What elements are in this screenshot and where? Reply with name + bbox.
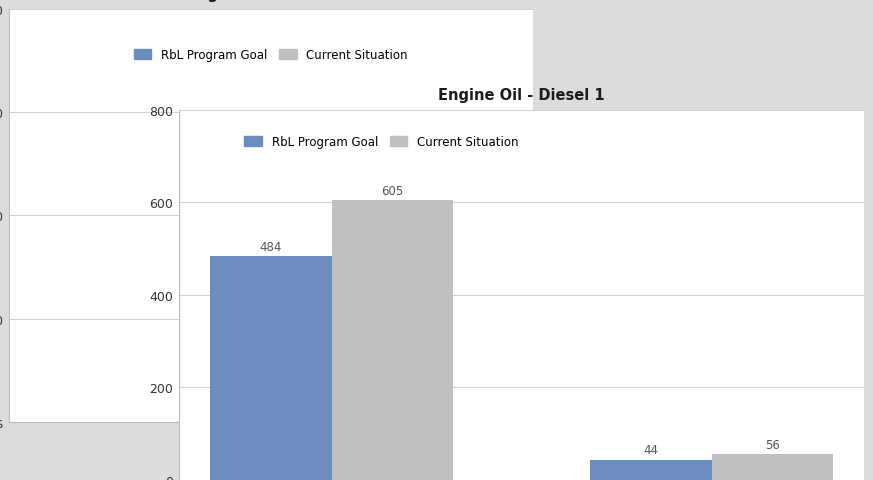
Bar	[711, 454, 833, 480]
Title: Engine Oil - Diesel 1: Engine Oil - Diesel 1	[188, 0, 354, 1]
Bar	[590, 460, 711, 480]
Text: 56: 56	[765, 438, 780, 451]
Text: 484: 484	[259, 240, 282, 253]
Legend: RbL Program Goal, Current Situation: RbL Program Goal, Current Situation	[240, 131, 523, 154]
Text: 44: 44	[643, 444, 658, 456]
Bar	[210, 256, 332, 480]
Bar	[332, 201, 453, 480]
Title: Engine Oil - Diesel 1: Engine Oil - Diesel 1	[438, 87, 605, 102]
Text: 605: 605	[382, 184, 403, 197]
Legend: RbL Program Goal, Current Situation: RbL Program Goal, Current Situation	[129, 44, 412, 67]
